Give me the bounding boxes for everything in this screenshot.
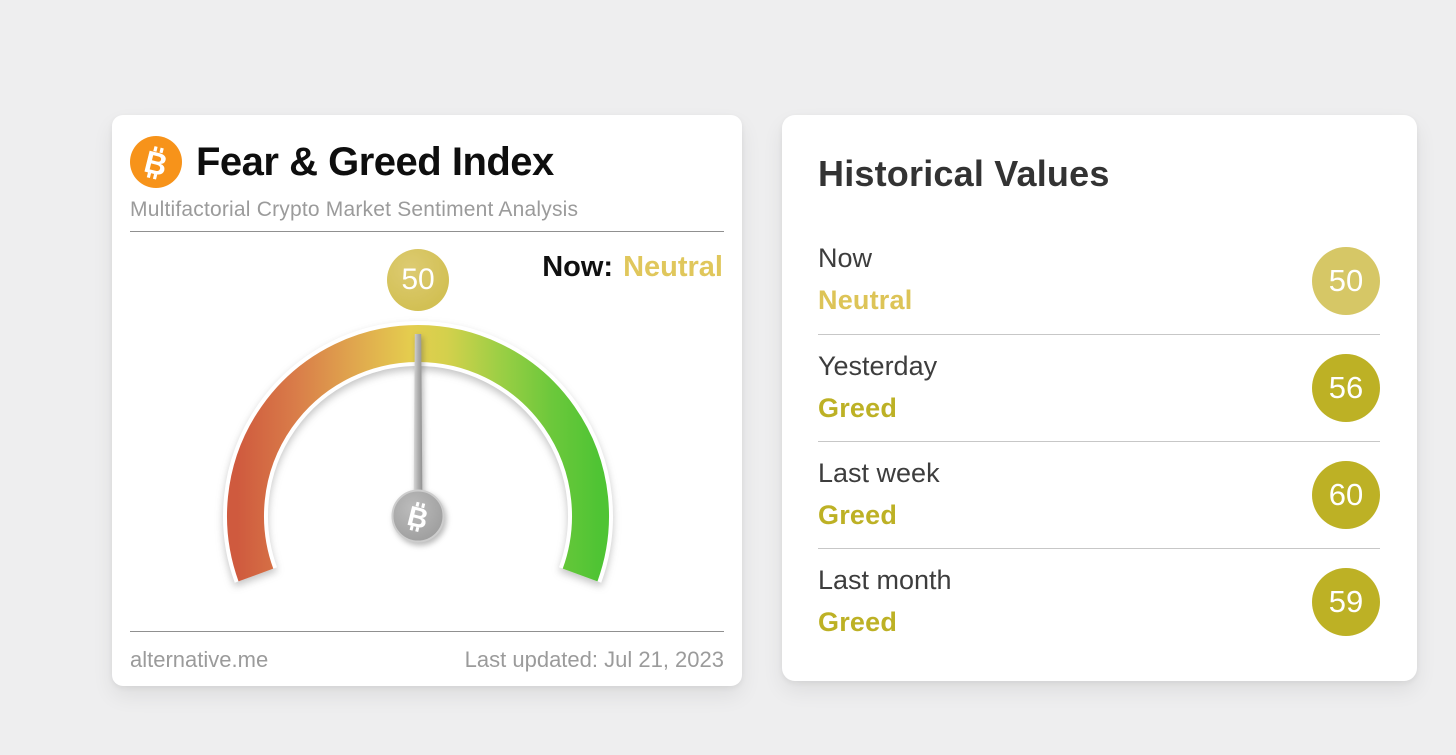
now-classification: Neutral [623, 251, 723, 283]
row-classification: Greed [818, 500, 898, 530]
row-classification: Neutral [818, 285, 913, 315]
row-classification: Greed [818, 607, 898, 637]
fear-greed-gauge: B [223, 321, 613, 583]
row-period-label: Last week [818, 458, 940, 488]
row-value-badge: 50 [1312, 246, 1380, 315]
row-period-label: Last month [818, 565, 952, 595]
table-row: Last week Greed 60 [818, 441, 1380, 548]
historical-values-card: Historical Values Now Neutral 50 Yesterd… [782, 115, 1417, 681]
fear-greed-card: B Fear & Greed Index Multifactorial Cryp… [112, 115, 742, 686]
gauge-value-badge: 50 [387, 249, 449, 311]
table-row: Now Neutral 50 [818, 227, 1380, 334]
bitcoin-icon: B [130, 136, 182, 188]
row-period-label: Now [818, 243, 873, 273]
table-row: Yesterday Greed 56 [818, 334, 1380, 441]
table-row: Last month Greed 59 [818, 548, 1380, 655]
historical-values-title: Historical Values [818, 153, 1110, 194]
fng-footer: alternative.me Last updated: Jul 21, 202… [130, 643, 724, 677]
fng-title: Fear & Greed Index [196, 140, 554, 184]
footer-source-link[interactable]: alternative.me [130, 647, 269, 672]
row-value-badge: 56 [1312, 354, 1380, 422]
historical-rows: Now Neutral 50 Yesterday Greed 56 Last w… [818, 227, 1380, 655]
footer-divider [130, 631, 724, 632]
gauge-needle: B [391, 334, 445, 543]
row-value-badge: 60 [1312, 461, 1380, 529]
header-divider [130, 231, 724, 232]
fng-header: B Fear & Greed Index Multifactorial Cryp… [130, 136, 724, 222]
now-line: Now: Neutral [542, 251, 723, 284]
row-classification: Greed [818, 393, 898, 423]
row-value-badge: 59 [1312, 568, 1380, 636]
footer-last-updated: Last updated: Jul 21, 2023 [464, 647, 724, 672]
row-period-label: Yesterday [818, 351, 938, 381]
now-label: Now: [542, 251, 614, 283]
fng-subtitle: Multifactorial Crypto Market Sentiment A… [130, 198, 579, 221]
